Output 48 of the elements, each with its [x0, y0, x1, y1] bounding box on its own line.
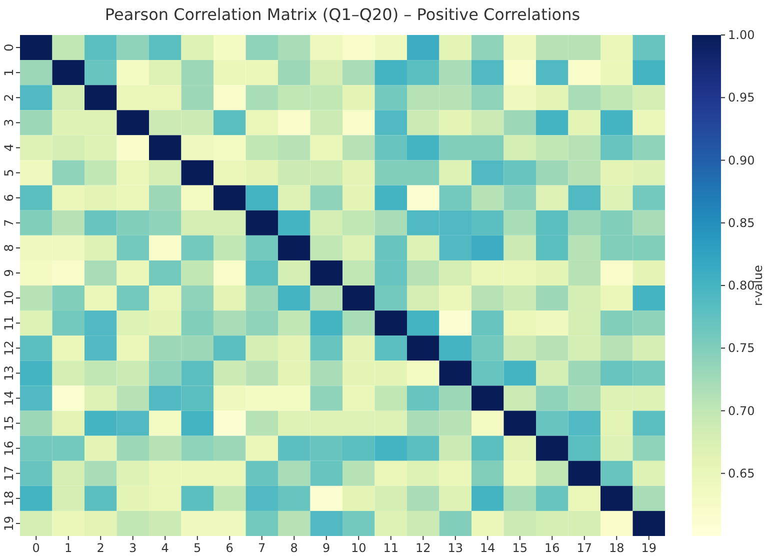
y-tick-label: 18 — [2, 490, 16, 506]
color-bar-label: 1.00 — [728, 28, 755, 42]
y-tick-label: 3 — [2, 118, 16, 126]
x-tick-label: 6 — [226, 541, 234, 555]
y-tick-label: 4 — [2, 144, 16, 152]
y-tick-label: 19 — [2, 516, 16, 532]
x-tick-label: 9 — [322, 541, 330, 555]
y-tick-label: 2 — [2, 94, 16, 102]
x-tick-label: 10 — [350, 541, 366, 555]
y-tick-label: 8 — [2, 244, 16, 252]
x-tick-label: 13 — [448, 541, 464, 555]
y-tick-label: 9 — [2, 269, 16, 277]
x-tick-label: 12 — [415, 541, 431, 555]
x-tick-label: 1 — [64, 541, 72, 555]
y-tick-label: 13 — [2, 366, 16, 381]
color-bar-label: 0.65 — [728, 466, 755, 480]
x-tick-label: 14 — [480, 541, 496, 555]
y-tick-label: 6 — [2, 194, 16, 202]
x-tick-label: 2 — [96, 541, 104, 555]
y-tick-label: 10 — [2, 290, 16, 306]
x-tick-label: 0 — [32, 541, 40, 555]
color-bar-label: 0.70 — [728, 404, 755, 418]
y-tick-label: 11 — [2, 315, 16, 331]
x-tick-label: 15 — [512, 541, 528, 555]
y-tick-label: 17 — [2, 466, 16, 482]
x-tick-label: 11 — [383, 541, 399, 555]
y-tick-label: 5 — [2, 168, 16, 177]
x-tick-label: 4 — [161, 541, 169, 555]
y-tick-label: 0 — [2, 44, 16, 52]
color-bar-label: 0.95 — [728, 90, 755, 105]
x-tick-label: 16 — [544, 541, 560, 555]
x-tick-label: 3 — [129, 541, 137, 555]
x-tick-label: 5 — [194, 541, 202, 555]
x-tick-label: 18 — [608, 541, 624, 555]
y-tick-label: 15 — [2, 416, 16, 431]
x-tick-label: 19 — [641, 541, 657, 555]
y-tick-label: 12 — [2, 340, 16, 356]
y-tick-label: 1 — [2, 68, 16, 76]
y-tick-label: 14 — [2, 390, 16, 406]
x-tick-label: 17 — [576, 541, 592, 555]
y-tick-label: 16 — [2, 440, 16, 456]
color-bar-label: 0.75 — [728, 341, 755, 356]
y-tick-label: 7 — [2, 219, 16, 227]
chart-title: Pearson Correlation Matrix (Q1–Q20) – Positive Correlations — [104, 5, 580, 24]
color-bar-label: 0.90 — [728, 153, 755, 168]
x-tick-label: 8 — [290, 541, 298, 555]
color-bar-label: 0.85 — [728, 216, 755, 230]
x-tick-label: 7 — [258, 541, 266, 555]
